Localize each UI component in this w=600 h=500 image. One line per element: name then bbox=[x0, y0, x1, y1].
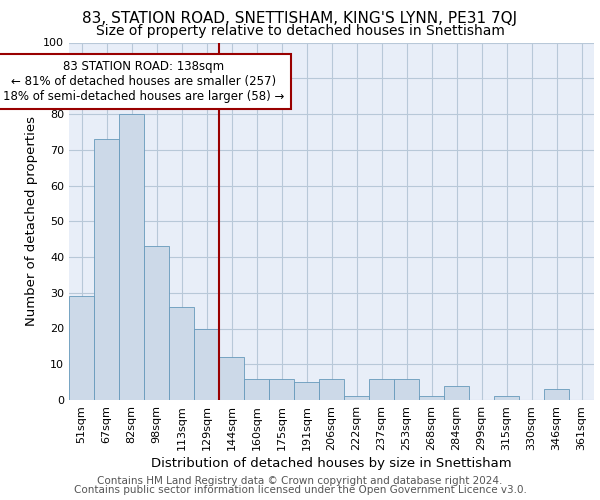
Text: Contains HM Land Registry data © Crown copyright and database right 2024.: Contains HM Land Registry data © Crown c… bbox=[97, 476, 503, 486]
Bar bbox=[444, 386, 469, 400]
Text: 83, STATION ROAD, SNETTISHAM, KING'S LYNN, PE31 7QJ: 83, STATION ROAD, SNETTISHAM, KING'S LYN… bbox=[82, 11, 518, 26]
Bar bbox=[269, 378, 294, 400]
Text: Size of property relative to detached houses in Snettisham: Size of property relative to detached ho… bbox=[95, 24, 505, 38]
Y-axis label: Number of detached properties: Number of detached properties bbox=[25, 116, 38, 326]
Bar bbox=[369, 378, 394, 400]
Text: 83 STATION ROAD: 138sqm
← 81% of detached houses are smaller (257)
18% of semi-d: 83 STATION ROAD: 138sqm ← 81% of detache… bbox=[4, 60, 284, 104]
Bar bbox=[194, 328, 219, 400]
Text: Contains public sector information licensed under the Open Government Licence v3: Contains public sector information licen… bbox=[74, 485, 526, 495]
Bar bbox=[219, 357, 244, 400]
Bar bbox=[419, 396, 444, 400]
Bar bbox=[344, 396, 369, 400]
Bar bbox=[294, 382, 319, 400]
Bar bbox=[69, 296, 94, 400]
Bar bbox=[319, 378, 344, 400]
Bar bbox=[119, 114, 144, 400]
Bar bbox=[394, 378, 419, 400]
Bar bbox=[169, 307, 194, 400]
Bar bbox=[544, 390, 569, 400]
Bar bbox=[144, 246, 169, 400]
Bar bbox=[494, 396, 519, 400]
Bar bbox=[244, 378, 269, 400]
X-axis label: Distribution of detached houses by size in Snettisham: Distribution of detached houses by size … bbox=[151, 457, 512, 470]
Bar bbox=[94, 139, 119, 400]
